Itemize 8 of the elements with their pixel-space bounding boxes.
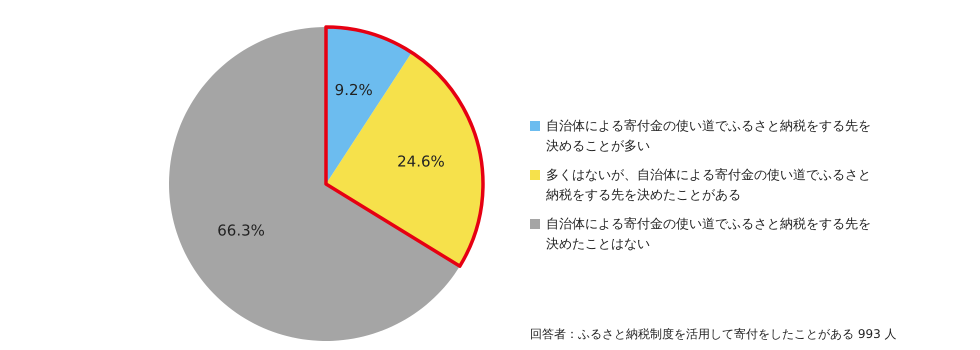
- legend-label: 自治体による寄付金の使い道でふるさと納税をする先を決めたことはない: [546, 216, 871, 252]
- data-label: 66.3%: [217, 222, 265, 240]
- data-label: 24.6%: [397, 152, 445, 171]
- legend-label: 多くはないが、自治体による寄付金の使い道でふるさと納税をする先を決めたことがある: [546, 166, 871, 203]
- legend-label: 自治体による寄付金の使い道でふるさと納税をする先を決めることが多い: [546, 118, 871, 154]
- data-label: 9.2%: [334, 80, 373, 99]
- text: 回答者：ふるさと納税制度を活用して寄付をしたことがある 993 人: [530, 327, 897, 341]
- pie-slice: [169, 27, 460, 341]
